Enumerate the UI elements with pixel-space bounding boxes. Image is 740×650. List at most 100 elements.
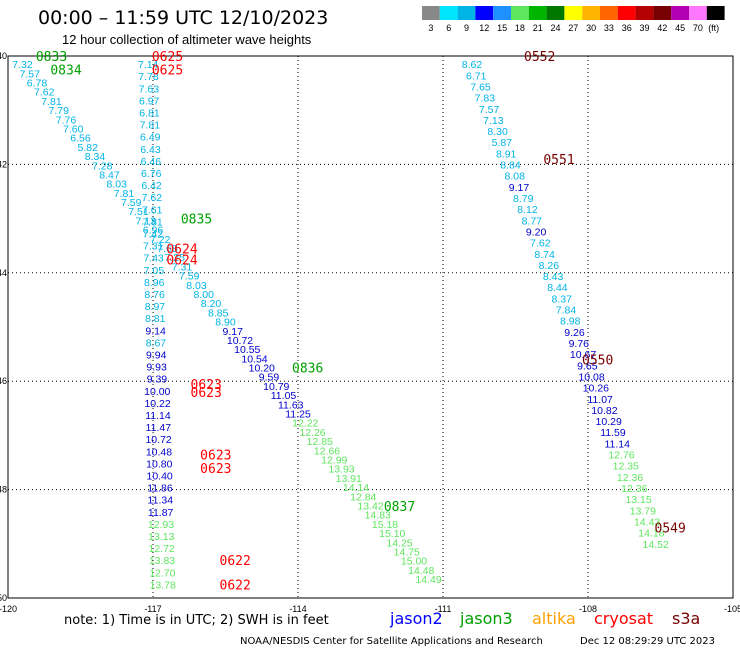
pass-time-label: 0624 — [166, 253, 197, 268]
wave-height-value: 8.74 — [534, 249, 555, 261]
wave-height-value: 7.43 — [143, 253, 164, 265]
wave-height-value: 13.42 — [357, 500, 383, 512]
wave-height-value: 13.93 — [328, 464, 354, 476]
wave-height-value: 8.26 — [539, 260, 560, 272]
legend-swatch — [511, 6, 529, 20]
satellite-legend: jason2 jason3 altika cryosat s3a — [389, 609, 700, 628]
pass-time-label: 0624 — [166, 242, 197, 257]
wave-height-value: 8.77 — [522, 215, 543, 227]
legend-swatch — [617, 6, 636, 20]
wave-height-value: 12.93 — [148, 519, 174, 531]
wave-height-value: 7.22 — [150, 234, 171, 246]
wave-height-value: 14.52 — [643, 539, 669, 551]
wave-height-value: 7.62 — [34, 87, 55, 99]
wave-height-value: 11.14 — [145, 410, 171, 422]
wave-height-value: 11.07 — [587, 394, 613, 406]
wave-height-value: 10.72 — [145, 434, 171, 446]
y-tick-label: -44 — [0, 268, 7, 278]
wave-height-value: 12.72 — [149, 543, 175, 555]
wave-height-value: 15.10 — [379, 528, 405, 540]
wave-height-value: 13.83 — [149, 555, 175, 567]
pass-time-label: 0625 — [152, 50, 183, 65]
wave-height-value: 7.31 — [143, 241, 164, 253]
wave-height-value: 8.03 — [186, 280, 207, 292]
wave-height-value: 6.76 — [141, 168, 162, 180]
wave-height-value: 7.42 — [143, 229, 164, 241]
x-tick-label: -117 — [144, 604, 161, 614]
y-tick-label: -48 — [0, 485, 7, 495]
legend-swatch — [600, 6, 618, 20]
wave-height-value: 8.85 — [208, 307, 229, 319]
satellite-label-jason2: jason2 — [389, 609, 443, 628]
y-tick-label: -40 — [0, 51, 7, 61]
legend-label: 12 — [479, 23, 489, 33]
wave-height-value: 11.05 — [271, 390, 297, 402]
wave-height-value: 11.47 — [146, 422, 172, 434]
wave-height-value: 14.18 — [638, 528, 664, 540]
wave-height-value: 8.08 — [504, 171, 525, 183]
pass-time-label: 0623 — [191, 386, 222, 401]
pass-time-label: 0549 — [655, 522, 686, 537]
wave-height-value: 7.65 — [470, 81, 491, 93]
wave-height-value: 10.00 — [144, 386, 170, 398]
wave-height-value: 11.87 — [148, 507, 174, 519]
wave-height-value: 11.63 — [278, 399, 304, 411]
wave-height-value: 13.91 — [336, 473, 362, 485]
legend-swatch — [475, 6, 494, 20]
wave-height-value: 6.71 — [466, 70, 487, 82]
legend-label: (ft) — [708, 23, 719, 33]
legend-swatch — [528, 6, 547, 20]
pass-time-label: 0623 — [191, 378, 222, 393]
legend-swatch — [493, 6, 511, 20]
wave-height-value: 7.51 — [128, 206, 149, 218]
wave-height-value: 9.65 — [577, 360, 598, 372]
credit-text: NOAA/NESDIS Center for Satellite Applica… — [240, 636, 543, 647]
wave-height-value: 10.79 — [263, 381, 289, 393]
satellite-label-s3a: s3a — [672, 609, 700, 628]
wave-height-value: 14.75 — [394, 546, 420, 558]
legend-label: 9 — [464, 23, 469, 33]
wave-height-value: 7.83 — [475, 93, 496, 105]
wave-height-value: 7.57 — [479, 104, 500, 116]
wave-height-value: 12.76 — [608, 450, 634, 462]
legend-label: 39 — [639, 23, 649, 33]
wave-height-value: 8.34 — [85, 151, 106, 163]
wave-height-value: 14.43 — [634, 516, 660, 528]
wave-height-value: 7.81 — [140, 120, 161, 132]
legend-label: 36 — [622, 23, 632, 33]
wave-height-value: 7.32 — [12, 59, 33, 71]
legend-label: 15 — [497, 23, 507, 33]
wave-height-value: 13.13 — [148, 531, 174, 543]
wave-height-value: 7.25 — [165, 252, 186, 264]
legend-swatch — [653, 6, 672, 20]
legend-label: 18 — [515, 23, 525, 33]
wave-height-value: 8.79 — [513, 193, 534, 205]
pass-time-label: 0623 — [200, 448, 231, 463]
wave-height-value: 11.34 — [148, 495, 174, 507]
wave-height-value: 8.98 — [560, 316, 581, 328]
wave-height-value: 6.96 — [143, 225, 164, 237]
wave-height-value: 7.61 — [142, 204, 163, 216]
wave-height-value: 6.78 — [27, 78, 48, 90]
wave-height-value: 8.47 — [99, 169, 120, 181]
wave-height-value: 12.35 — [613, 461, 639, 473]
legend-swatch — [635, 6, 654, 20]
wave-height-value: 7.14 — [138, 59, 159, 71]
wave-height-value: 14.48 — [408, 565, 434, 577]
pass-time-label: 0836 — [292, 362, 323, 377]
wave-height-value: 12.26 — [299, 427, 325, 439]
wave-height-value: 8.43 — [543, 271, 564, 283]
wave-height-value: 12.66 — [314, 445, 340, 457]
wave-height-value: 10.26 — [583, 383, 609, 395]
pass-time-label: 0551 — [543, 153, 574, 168]
wave-height-value: 7.62 — [142, 192, 163, 204]
wave-height-value: 7.68 — [157, 243, 178, 255]
wave-height-value: 15.18 — [372, 519, 398, 531]
pass-time-label: 0835 — [181, 213, 212, 228]
wave-height-value: 7.63 — [139, 83, 160, 95]
wave-height-value: 8.44 — [547, 282, 568, 294]
legend-label: 6 — [446, 23, 451, 33]
wave-height-value: 10.67 — [570, 349, 596, 361]
wave-height-value: 7.81 — [142, 216, 163, 228]
wave-height-value: 8.84 — [500, 160, 521, 172]
